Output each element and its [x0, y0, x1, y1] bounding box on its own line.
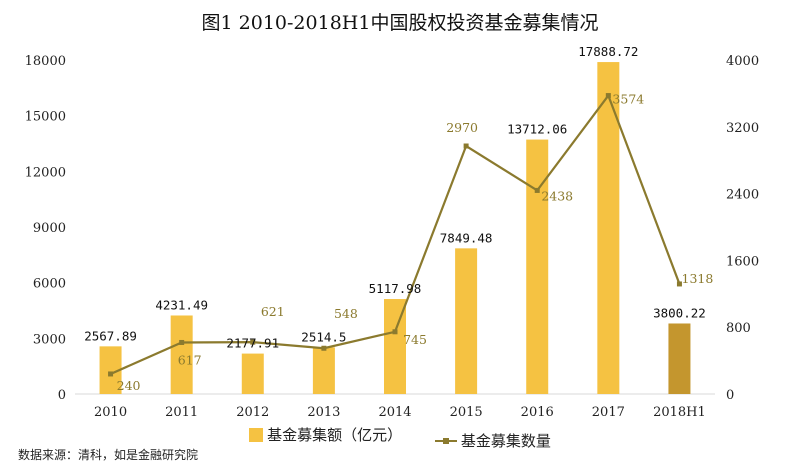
bar-value-label: 13712.06	[507, 122, 567, 137]
chart-title: 图1 2010-2018H1中国股权投资基金募集情况	[201, 12, 599, 34]
x-tick-label: 2010	[94, 405, 127, 420]
line-value-label: 3574	[612, 92, 644, 107]
legend-label-line: 基金募集数量	[460, 432, 551, 450]
bar-value-label: 4231.49	[155, 297, 208, 312]
x-tick-label: 2014	[378, 405, 411, 420]
legend-swatch-line	[434, 437, 457, 444]
x-tick-label: 2011	[165, 405, 198, 420]
line-value-label: 745	[403, 332, 427, 347]
y-left-tick-label: 3000	[33, 332, 66, 347]
bar-value-label: 5117.98	[369, 281, 422, 296]
line-point	[605, 93, 611, 99]
line-point	[321, 345, 327, 351]
legend-item-line: 基金募集数量	[434, 430, 551, 451]
bar	[384, 299, 406, 394]
y-left-tick-label: 12000	[25, 165, 66, 180]
bar	[597, 62, 620, 395]
y-left-tick-label: 15000	[25, 110, 66, 125]
bar	[312, 347, 335, 394]
x-tick-label: 2018H1	[653, 405, 706, 420]
legend: 基金募集额（亿元） 基金募集数量	[0, 424, 800, 451]
bar-value-label: 2177.91	[226, 336, 279, 351]
x-tick-label: 2012	[236, 405, 269, 420]
y-left-tick-label: 9000	[33, 221, 66, 236]
y-right-tick-label: 2400	[726, 188, 759, 203]
x-tick-label: 2013	[307, 405, 340, 420]
legend-swatch-bar	[249, 427, 264, 442]
bar-value-label: 2567.89	[84, 328, 137, 343]
line-point	[108, 371, 114, 377]
line-point	[463, 143, 469, 149]
bar-value-label: 3800.22	[653, 305, 706, 320]
y-right-tick-label: 3200	[726, 121, 759, 136]
y-left-tick-label: 0	[58, 388, 66, 403]
bar	[241, 353, 264, 394]
y-right-tick-label: 1600	[726, 254, 759, 269]
bar-value-label: 2514.5	[301, 329, 346, 344]
bar-value-label: 17888.72	[578, 44, 638, 59]
x-tick-label: 2016	[521, 405, 554, 420]
line-value-label: 1318	[682, 271, 714, 286]
bar-value-label: 7849.48	[440, 230, 493, 245]
x-tick-label: 2015	[450, 405, 483, 420]
bar	[526, 139, 549, 394]
y-left-tick-label: 6000	[33, 277, 66, 292]
line-value-label: 617	[178, 352, 202, 367]
bar	[455, 248, 478, 394]
line-point	[179, 339, 185, 345]
line-value-label: 2438	[541, 188, 573, 203]
line-value-label: 548	[334, 306, 358, 321]
line-value-label: 621	[261, 304, 285, 319]
bar	[170, 315, 193, 394]
line-point	[392, 329, 398, 335]
line-point	[534, 187, 540, 193]
line-value-label: 2970	[446, 120, 478, 135]
line-point	[250, 339, 256, 345]
legend-label-bar: 基金募集额（亿元）	[267, 426, 403, 444]
y-right-tick-label: 4000	[726, 54, 759, 69]
y-left-tick-label: 18000	[25, 54, 66, 69]
line-value-label: 240	[117, 378, 141, 393]
line-point	[676, 281, 682, 287]
y-right-tick-label: 800	[726, 321, 751, 336]
x-tick-label: 2017	[592, 405, 625, 420]
legend-item-bar: 基金募集额（亿元）	[249, 424, 402, 445]
source-note: 数据来源：清科，如是金融研究院	[18, 448, 199, 462]
bar	[668, 323, 691, 394]
bar	[99, 346, 122, 394]
y-right-tick-label: 0	[726, 388, 734, 403]
